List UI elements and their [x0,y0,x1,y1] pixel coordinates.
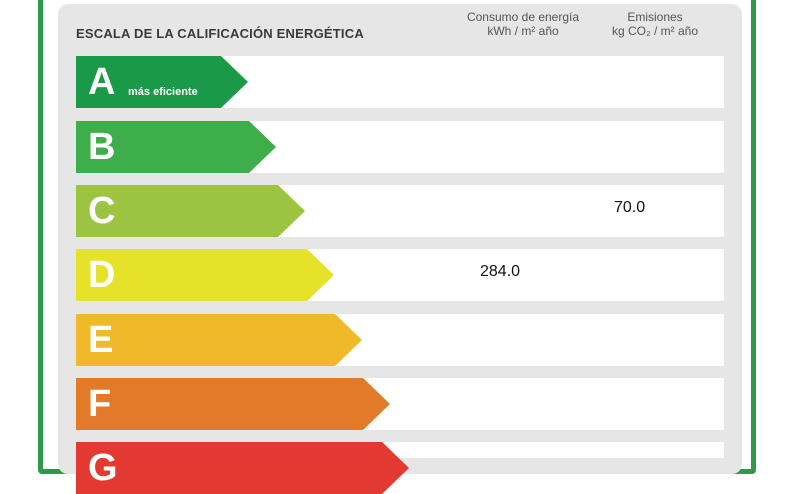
energy-value: 284.0 [480,263,521,280]
rating-arrow-e: E [76,314,362,366]
rating-letter: F [88,383,112,425]
most-efficient-note: más eficiente [128,86,198,98]
rating-row-b: B [76,121,724,173]
rating-letter: A [88,61,116,103]
rating-arrow-c: C [76,185,305,237]
rating-letter: D [88,254,116,296]
rating-arrow-g: G [76,442,409,494]
scale-title: ESCALA DE LA CALIFICACIÓN ENERGÉTICA [76,26,364,41]
rating-row-a: A más eficiente [76,56,724,108]
rating-row-e: E [76,314,724,366]
rating-row-c: C 70.0 [76,185,724,237]
rating-arrow-d: D [76,249,334,301]
rating-arrow-f: F [76,378,390,430]
rating-letter: B [88,126,116,168]
rating-letter: C [88,190,116,232]
emission-column-title: Emisiones [627,10,683,24]
energy-column-header: Consumo de energía kWh / m² año [448,10,598,38]
rating-letter: E [88,319,114,361]
rating-arrow-a: A más eficiente [76,56,248,108]
rating-letter: G [88,447,118,489]
rating-row-d: D 284.0 [76,249,724,301]
rating-row-g: G [76,442,724,458]
emission-value: 70.0 [614,199,646,216]
emission-column-unit: kg CO₂ / m² año [611,24,698,38]
energy-column-unit: kWh / m² año [487,24,559,38]
energy-column-title: Consumo de energía [466,10,580,24]
emission-column-header: Emisiones kg CO₂ / m² año [580,10,730,38]
rating-row-f: F [76,378,724,430]
rating-arrow-b: B [76,121,276,173]
